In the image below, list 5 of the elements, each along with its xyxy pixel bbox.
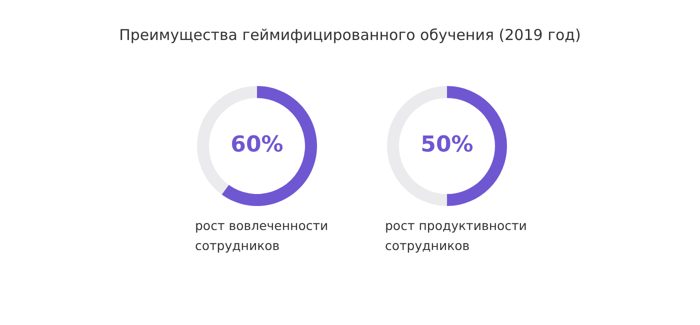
data-label: 50% [420, 132, 474, 158]
slice-label: рост вовлеченности сотрудников [195, 217, 330, 255]
chart-title: Преимущества геймифицированного обучения (2019 год) [118, 26, 582, 44]
slice-label: рост продуктивности сотрудников [385, 217, 528, 255]
data-label: 60% [230, 132, 284, 158]
